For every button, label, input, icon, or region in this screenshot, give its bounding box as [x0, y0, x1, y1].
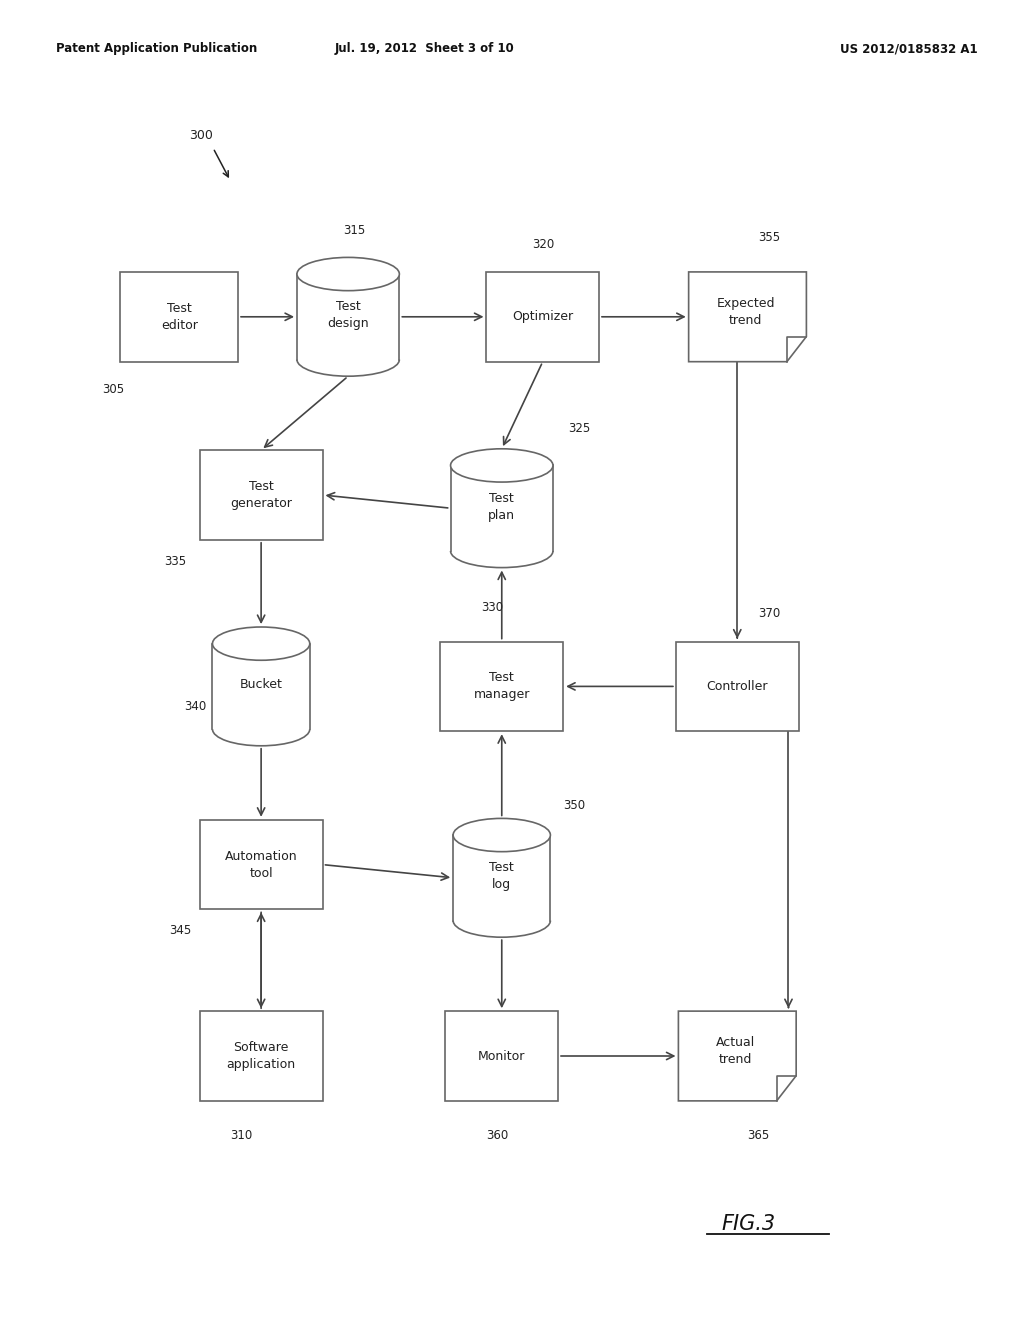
Ellipse shape [297, 257, 399, 290]
Text: 310: 310 [230, 1129, 253, 1142]
Text: 330: 330 [481, 601, 504, 614]
Text: 300: 300 [189, 128, 213, 141]
Text: Monitor: Monitor [478, 1049, 525, 1063]
FancyBboxPatch shape [440, 642, 563, 731]
FancyBboxPatch shape [445, 1011, 558, 1101]
Text: 335: 335 [164, 554, 186, 568]
Text: 345: 345 [169, 924, 191, 937]
Text: Jul. 19, 2012  Sheet 3 of 10: Jul. 19, 2012 Sheet 3 of 10 [335, 42, 515, 55]
Text: 320: 320 [532, 238, 555, 251]
Polygon shape [297, 275, 399, 359]
Ellipse shape [453, 818, 551, 851]
Text: Automation
tool: Automation tool [225, 850, 297, 879]
FancyBboxPatch shape [676, 642, 799, 731]
Text: Expected
trend: Expected trend [717, 297, 775, 326]
FancyBboxPatch shape [486, 272, 599, 362]
Text: 370: 370 [758, 607, 780, 620]
Text: Optimizer: Optimizer [512, 310, 573, 323]
Text: Software
application: Software application [226, 1041, 296, 1071]
Text: 340: 340 [184, 700, 207, 713]
Text: US 2012/0185832 A1: US 2012/0185832 A1 [841, 42, 978, 55]
Text: Test
generator: Test generator [230, 480, 292, 510]
Text: 315: 315 [343, 224, 366, 238]
Text: Test
plan: Test plan [488, 491, 515, 521]
Text: Controller: Controller [707, 680, 768, 693]
Polygon shape [678, 1011, 797, 1101]
Text: Test
editor: Test editor [161, 302, 198, 331]
Text: 305: 305 [102, 383, 125, 396]
FancyBboxPatch shape [121, 272, 238, 362]
Text: Actual
trend: Actual trend [716, 1036, 755, 1065]
Text: 350: 350 [563, 799, 586, 812]
Text: 325: 325 [568, 422, 591, 436]
Polygon shape [213, 644, 309, 729]
Text: FIG.3: FIG.3 [722, 1214, 776, 1234]
Polygon shape [688, 272, 807, 362]
FancyBboxPatch shape [200, 820, 323, 909]
FancyBboxPatch shape [200, 1011, 323, 1101]
FancyBboxPatch shape [200, 450, 323, 540]
Text: Patent Application Publication: Patent Application Publication [56, 42, 258, 55]
Text: Test
log: Test log [489, 861, 514, 891]
Text: 360: 360 [486, 1129, 509, 1142]
Ellipse shape [451, 449, 553, 482]
Polygon shape [453, 836, 551, 920]
Text: 365: 365 [748, 1129, 770, 1142]
Polygon shape [451, 466, 553, 550]
Ellipse shape [213, 627, 309, 660]
Text: Test
design: Test design [328, 300, 369, 330]
Text: Bucket: Bucket [240, 678, 283, 692]
Text: Test
manager: Test manager [473, 672, 530, 701]
Text: 355: 355 [758, 231, 780, 244]
